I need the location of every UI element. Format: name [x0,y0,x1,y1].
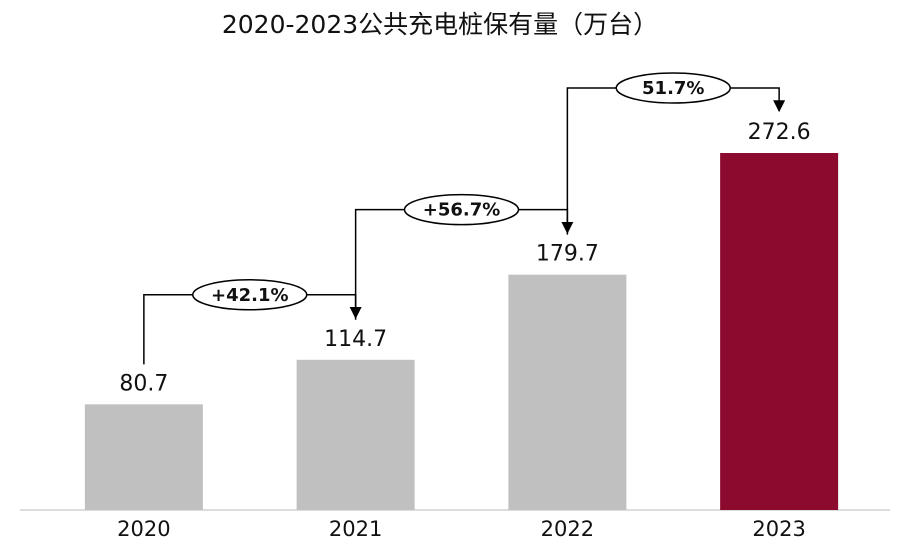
x-tick-label: 2020 [117,517,170,541]
bar [720,153,839,510]
bar [84,404,203,510]
bar [508,274,627,510]
growth-label: 51.7% [642,78,704,99]
x-tick-label: 2022 [541,517,594,541]
x-tick-label: 2023 [752,517,805,541]
growth-oval [615,72,731,104]
value-label: 80.7 [119,371,168,396]
chart-title: 2020-2023公共充电桩保有量（万台） [222,10,658,39]
x-tick-label: 2021 [329,517,382,541]
value-label: 114.7 [324,327,387,352]
value-label: 272.6 [748,120,811,145]
growth-label: +42.1% [211,285,289,306]
growth-oval [403,193,520,226]
value-label: 179.7 [536,242,599,267]
growth-label: +56.7% [423,200,501,221]
bar [296,359,415,510]
growth-oval [192,279,308,311]
